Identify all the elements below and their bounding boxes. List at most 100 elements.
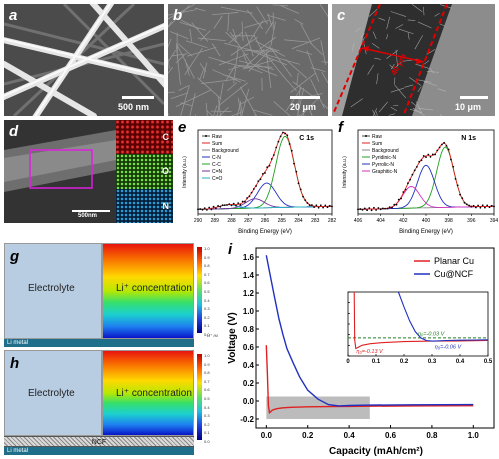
raw-point xyxy=(411,173,414,176)
raw-point xyxy=(454,178,457,180)
raw-point xyxy=(270,158,273,160)
raw-point xyxy=(282,131,284,134)
legend-item: Graphitic-N xyxy=(372,169,398,175)
x-tick-label: 286 xyxy=(261,218,270,224)
fiber-strand xyxy=(418,108,433,111)
x-tick-label: 406 xyxy=(354,218,363,224)
raw-point xyxy=(443,141,445,144)
voltage-capacity-plot: Capacity (mAh/cm²) Voltage (V) 0.0 0.2 0.4… xyxy=(227,247,495,457)
fiber-strand xyxy=(372,108,378,116)
fiber-strand xyxy=(273,101,291,116)
raw-point xyxy=(250,191,253,194)
fiber-strand xyxy=(321,61,328,63)
colorbar-tick-label: 0.1 xyxy=(204,323,210,329)
panel-e-label: e xyxy=(178,119,187,136)
raw-point xyxy=(407,182,409,185)
raw-point xyxy=(266,166,269,169)
raw-point xyxy=(268,164,271,167)
colorbar-ticks: 1.0 0.9 0.8 0.7 0.6 0.5 0.4 0.3 0.2 0.1 0.0 xyxy=(204,352,224,444)
fiber-strand xyxy=(394,61,403,69)
panel-d-tem-image: d 500nm xyxy=(4,120,116,223)
raw-point xyxy=(484,206,486,209)
fiber-strand xyxy=(390,87,404,93)
raw-point xyxy=(306,202,309,204)
fiber-strand xyxy=(216,82,224,116)
colorbar xyxy=(197,354,202,440)
fiber-strand xyxy=(395,24,404,29)
colorbar-unit: Li⁺ /M xyxy=(207,333,218,338)
raw-point xyxy=(248,195,251,198)
fiber-strand xyxy=(194,7,206,12)
fiber-strand xyxy=(256,67,278,77)
fiber-strand xyxy=(291,37,321,50)
raw-point xyxy=(244,200,246,203)
panel-i-label: i xyxy=(228,241,233,258)
raw-point xyxy=(470,205,473,208)
raw-point xyxy=(388,206,391,209)
x-tick-label: 396 xyxy=(467,218,476,224)
plot-frame xyxy=(357,129,495,215)
fiber-strand xyxy=(168,58,170,69)
raw-point xyxy=(441,143,443,146)
raw-point xyxy=(235,204,237,207)
raw-point xyxy=(391,206,393,209)
fiber-strand xyxy=(244,50,278,52)
raw-point xyxy=(288,143,291,145)
fiber-strand xyxy=(179,21,206,31)
eds-c-label: C xyxy=(162,132,170,142)
raw-point xyxy=(246,197,248,199)
legend-item: C=O xyxy=(212,176,223,182)
fiber-strand xyxy=(238,65,273,68)
inset-x-tick-label: 0 xyxy=(346,359,350,365)
fiber-strand xyxy=(374,57,381,60)
raw-point xyxy=(409,178,411,181)
legend-item: C-C xyxy=(212,162,221,168)
fiber-strand xyxy=(386,16,391,30)
raw-point xyxy=(219,205,222,208)
y-tick-label: 1.4 xyxy=(243,271,255,280)
i-main-curves xyxy=(265,255,474,419)
raw-point xyxy=(461,197,464,199)
electrolyte-region xyxy=(4,243,102,339)
panel-d-scale-text: 500nm xyxy=(78,213,98,219)
legend-item: Sum xyxy=(212,141,222,147)
fiber-strand xyxy=(398,28,414,35)
fiber-strand xyxy=(170,92,189,99)
legend-item: Raw xyxy=(212,134,222,140)
raw-point xyxy=(317,206,320,209)
raw-point xyxy=(315,204,318,207)
fiber-strand xyxy=(388,113,396,116)
fiber-strand xyxy=(213,15,223,29)
c1s-curves xyxy=(197,131,333,211)
series-cu-ncf xyxy=(265,255,474,407)
raw-point xyxy=(486,204,489,207)
panel-b-scalebar xyxy=(290,96,320,99)
raw-point xyxy=(302,195,304,198)
panel-b-scale-text: 20 μm xyxy=(290,102,317,112)
raw-point xyxy=(404,188,407,191)
colorbar-tick-label: 0.4 xyxy=(204,404,210,410)
panel-g-simulation: Electrolyte Li⁺ concentration Li metal 1… xyxy=(4,243,224,347)
fiber-strand xyxy=(351,42,355,52)
c1s-title: C 1s xyxy=(299,135,314,142)
selection-box xyxy=(29,149,93,189)
y-tick-label: 0.2 xyxy=(243,379,255,388)
fiber-strand xyxy=(355,27,361,32)
fiber-strand xyxy=(189,29,193,42)
fiber-strand xyxy=(319,4,328,18)
fiber-strand xyxy=(225,31,237,43)
colorbar-tick-label: 0.6 xyxy=(204,387,210,393)
fiber-strand xyxy=(404,84,414,88)
fiber-strand xyxy=(350,98,363,108)
fiber-strand xyxy=(393,105,399,107)
x-tick-label: 285 xyxy=(278,218,287,224)
annotation-ncf: η₀=-0.06 V xyxy=(435,345,463,351)
fiber-strand xyxy=(218,53,249,66)
fiber-strand xyxy=(230,36,259,56)
raw-point xyxy=(241,200,244,203)
fiber-strand xyxy=(407,19,416,21)
fiber-strand xyxy=(217,95,221,116)
raw-point xyxy=(427,153,430,156)
panel-e-chart: C 1s Binding Energy (eV) Intensity (a.u.… xyxy=(176,120,336,236)
x-tick-label: 287 xyxy=(244,218,253,224)
